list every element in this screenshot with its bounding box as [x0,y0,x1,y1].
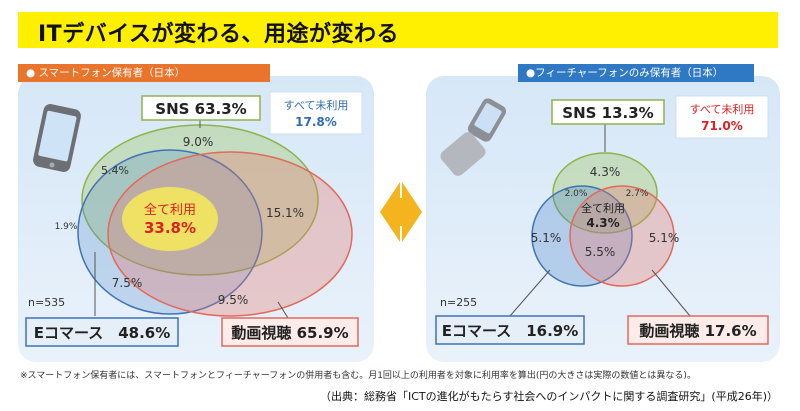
left-ecommerce-label-box [25,317,179,347]
featurephone-panel-title: ●フィーチャーフォンのみ保有者（日本） [526,67,724,79]
left-region-ecom-video: 7.5% [112,276,143,290]
right-region-ecom-video: 5.5% [585,245,616,259]
source-citation: （出典：総務省「ICTの進化がもたらす社会へのインパクトに関する調査研究」(平成… [319,390,778,403]
right-none-box [675,95,769,139]
left-sns-label-box [141,95,261,121]
right-region-sns-ecom: 2.0% [565,189,588,199]
right-ecommerce-label: Eコマース 16.9% [442,322,579,340]
left-video-label-box [221,317,359,347]
left-region-ecom-only: 1.9% [55,222,78,232]
right-venn [531,152,675,287]
left-sns-label: SNS 63.3% [155,100,246,118]
right-region-video-only: 5.1% [649,231,680,245]
right-sns-circle [552,152,658,234]
left-venn [77,124,353,317]
right-none-title: すべて未利用 [690,103,755,116]
left-sample-size: n=535 [28,296,65,309]
right-sns-label: SNS 13.3% [562,104,653,122]
left-none-value: 17.8% [295,115,337,129]
left-region-video-only: 9.5% [218,293,249,307]
featurephone-panel-header: ●フィーチャーフォンのみ保有者（日本） [518,64,754,82]
right-video-circle [569,185,675,287]
right-sns-label-box [551,99,665,125]
right-ecommerce-label-box [435,315,585,345]
left-all-title: 全て利用 [144,202,196,218]
right-all-value: 4.3% [586,216,619,230]
footnote: ※スマートフォン保有者には、スマートフォンとフィーチャーフォンの併用者も含む。月… [20,371,696,381]
right-none-value: 71.0% [701,119,743,133]
right-sample-size: n=255 [440,296,477,309]
right-video-label-box [627,315,769,345]
right-ecommerce-circle [531,185,633,287]
right-region-sns-only: 4.3% [590,165,621,179]
left-video-label: 動画視聴 65.9% [231,324,348,342]
left-region-sns-ecom: 5.4% [101,164,129,177]
right-video-label: 動画視聴 17.6% [639,322,756,340]
smartphone-panel-header: ● スマートフォン保有者（日本） [18,64,270,82]
left-region-sns-only: 9.0% [183,135,214,149]
smartphone-icon [33,104,81,172]
left-all-highlight [122,187,218,251]
left-ecommerce-label: Eコマース 48.6% [34,324,171,342]
right-region-ecom-only: 5.1% [531,231,562,245]
left-region-sns-video: 15.1% [266,206,304,220]
left-all-value: 33.8% [144,219,196,237]
bullet-icon: ● [26,67,39,79]
right-region-sns-video: 2.7% [626,189,649,199]
flip-phone-icon [440,98,507,176]
title-bar: ITデバイスが変わる、用途が変わる [18,12,778,48]
left-none-title: すべて未利用 [284,99,349,112]
smartphone-panel-title: スマートフォン保有者（日本） [38,67,186,79]
leader-lines [94,118,691,319]
page-title: ITデバイスが変わる、用途が変わる [38,22,400,47]
left-none-box [269,91,363,135]
double-arrow-icon [380,182,422,242]
right-all-title: 全て利用 [581,201,625,215]
